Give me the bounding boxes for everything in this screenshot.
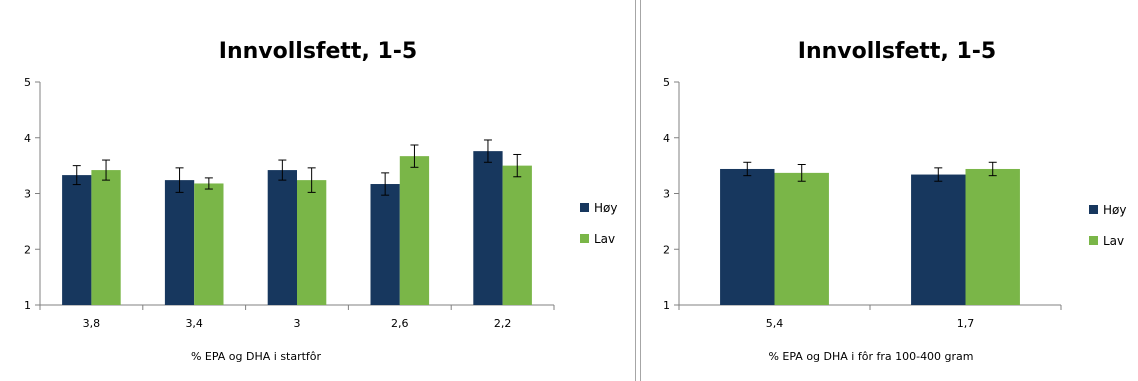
- bar: [911, 174, 966, 305]
- bar: [267, 170, 297, 305]
- y-tick-label: 2: [663, 243, 670, 256]
- legend-swatch: [580, 203, 589, 212]
- x-tick-label: 5,4: [766, 317, 784, 330]
- y-tick-label: 3: [24, 188, 31, 201]
- bar: [194, 183, 224, 305]
- y-tick-label: 5: [663, 76, 670, 89]
- chart-title: Innvollsfett, 1-5: [798, 39, 996, 64]
- y-tick-label: 2: [24, 243, 31, 256]
- chart-right: Innvollsfett, 1-5 % EPA og DHA i fôr fra…: [663, 39, 1126, 363]
- bar: [473, 151, 503, 305]
- legend-swatch: [1089, 205, 1098, 214]
- chart-panel-left: Innvollsfett, 1-5 % EPA og DHA i startfô…: [24, 0, 636, 381]
- panel-divider: [636, 0, 640, 381]
- x-tick-label: 3,4: [185, 317, 203, 330]
- x-tick-label: 2,2: [494, 317, 512, 330]
- x-tick-label: 3,8: [83, 317, 101, 330]
- y-tick-label: 3: [663, 188, 670, 201]
- chart-panel-right: Innvollsfett, 1-5 % EPA og DHA i fôr fra…: [640, 0, 1138, 381]
- bar: [297, 180, 327, 305]
- legend-swatch: [580, 234, 589, 243]
- bar: [62, 175, 92, 305]
- bar: [720, 168, 775, 305]
- bar: [370, 184, 400, 305]
- y-tick-label: 4: [663, 132, 670, 145]
- bar: [502, 165, 532, 305]
- bar: [399, 156, 430, 305]
- y-tick-label: 1: [24, 299, 31, 312]
- bar: [965, 168, 1020, 305]
- x-tick-label: 3: [294, 317, 301, 330]
- legend-label: Høy: [1103, 203, 1126, 217]
- legend-label: Lav: [1103, 234, 1124, 248]
- bar: [91, 170, 121, 305]
- legend-swatch: [1089, 236, 1098, 245]
- legend-label: Høy: [594, 201, 617, 215]
- x-tick-label: 2,6: [391, 317, 409, 330]
- bar: [164, 180, 195, 305]
- x-axis-label: % EPA og DHA i startfôr: [191, 350, 322, 363]
- x-tick-label: 1,7: [957, 317, 975, 330]
- chart-left: Innvollsfett, 1-5 % EPA og DHA i startfô…: [24, 39, 617, 363]
- legend-label: Lav: [594, 232, 615, 246]
- chart-title: Innvollsfett, 1-5: [219, 39, 417, 64]
- y-tick-label: 1: [663, 299, 670, 312]
- y-tick-label: 5: [24, 76, 31, 89]
- x-axis-label: % EPA og DHA i fôr fra 100-400 gram: [768, 350, 973, 363]
- y-tick-label: 4: [24, 132, 31, 145]
- bar: [774, 172, 829, 305]
